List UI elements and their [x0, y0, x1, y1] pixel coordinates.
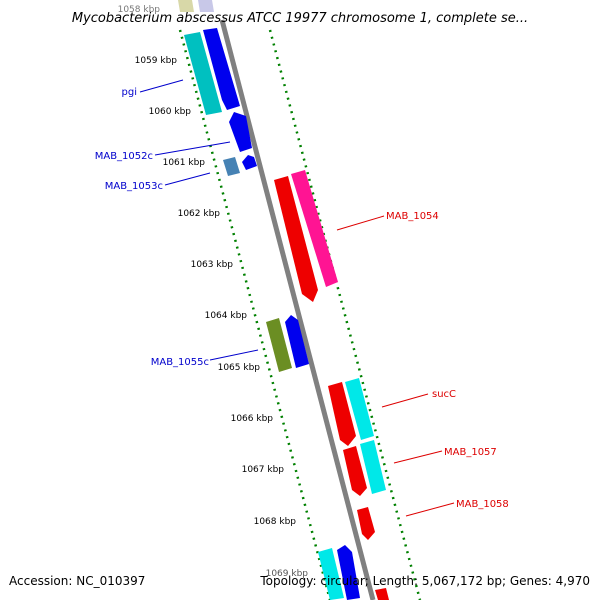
right-tick-track: [268, 29, 422, 600]
topology-text: Topology: circular; Length: 5,067,172 bp…: [260, 574, 590, 588]
gene-label-pgi[interactable]: pgi: [122, 87, 137, 98]
kbp-label: 1069 kbp: [266, 569, 309, 579]
gene-feature-bottom-red[interactable]: [375, 588, 389, 600]
gene-feature-succ-cyan[interactable]: [345, 378, 374, 440]
leader-line-mab1054: [336, 215, 385, 231]
map-title: Mycobacterium abscessus ATCC 19977 chrom…: [72, 11, 528, 26]
gene-feature-pgi-blue[interactable]: [203, 28, 240, 110]
gene-label-mab1052c[interactable]: MAB_1052c: [95, 151, 153, 162]
leader-line-mab1055c: [209, 349, 259, 361]
leader-line-mab1057: [393, 450, 443, 464]
gene-feature-pgi-cyan[interactable]: [184, 32, 222, 115]
gene-label-mab1055c[interactable]: MAB_1055c: [151, 357, 209, 368]
kbp-label: 1058 kbp: [118, 5, 161, 15]
kbp-label: 1068 kbp: [254, 517, 297, 527]
gene-feature-succ-red[interactable]: [328, 382, 356, 446]
gene-feature-mab1055c-blue[interactable]: [285, 315, 309, 368]
gene-feature-mab1053c[interactable]: [223, 157, 240, 176]
chromosome-backbone: [219, 19, 376, 600]
gene-feature-mab1053c-b[interactable]: [242, 155, 257, 170]
kbp-label: 1063 kbp: [191, 260, 234, 270]
gene-feature-faded-2[interactable]: [198, 0, 214, 12]
gene-feature-mab1058[interactable]: [357, 507, 375, 540]
kbp-label: 1065 kbp: [218, 363, 261, 373]
gene-feature-bottom-cyan[interactable]: [318, 548, 344, 600]
gene-label-mab1057[interactable]: MAB_1057: [444, 447, 497, 458]
gene-label-succ[interactable]: sucC: [432, 389, 456, 400]
leader-line-pgi: [139, 79, 184, 93]
gene-label-mab1058[interactable]: MAB_1058: [456, 499, 509, 510]
gene-feature-mab1054-pink[interactable]: [291, 170, 338, 287]
left-tick-track: [178, 29, 332, 600]
gene-feature-bottom-blue[interactable]: [337, 545, 360, 600]
gene-feature-mab1057-cyan[interactable]: [360, 440, 386, 494]
gene-feature-mab1057-red[interactable]: [343, 446, 367, 496]
kbp-label: 1066 kbp: [231, 414, 274, 424]
kbp-label: 1062 kbp: [178, 209, 221, 219]
gene-label-mab1054[interactable]: MAB_1054: [386, 211, 439, 222]
kbp-label: 1064 kbp: [205, 311, 248, 321]
gene-feature-mab1055c-olive[interactable]: [266, 318, 292, 372]
kbp-label: 1061 kbp: [163, 158, 206, 168]
gene-feature-mab1054-red[interactable]: [274, 176, 318, 302]
leader-line-mab1052c: [154, 141, 231, 156]
kbp-label: 1059 kbp: [135, 56, 178, 66]
accession-text: Accession: NC_010397: [9, 574, 146, 588]
gene-feature-mab1052c[interactable]: [229, 112, 252, 152]
leader-line-mab1058: [405, 502, 455, 517]
leader-line-mab1053c: [164, 172, 211, 186]
gene-label-mab1053c[interactable]: MAB_1053c: [105, 181, 163, 192]
kbp-label: 1067 kbp: [242, 465, 285, 475]
kbp-label: 1060 kbp: [149, 107, 192, 117]
gene-feature-faded-1[interactable]: [178, 0, 194, 12]
leader-line-succ: [381, 393, 429, 408]
